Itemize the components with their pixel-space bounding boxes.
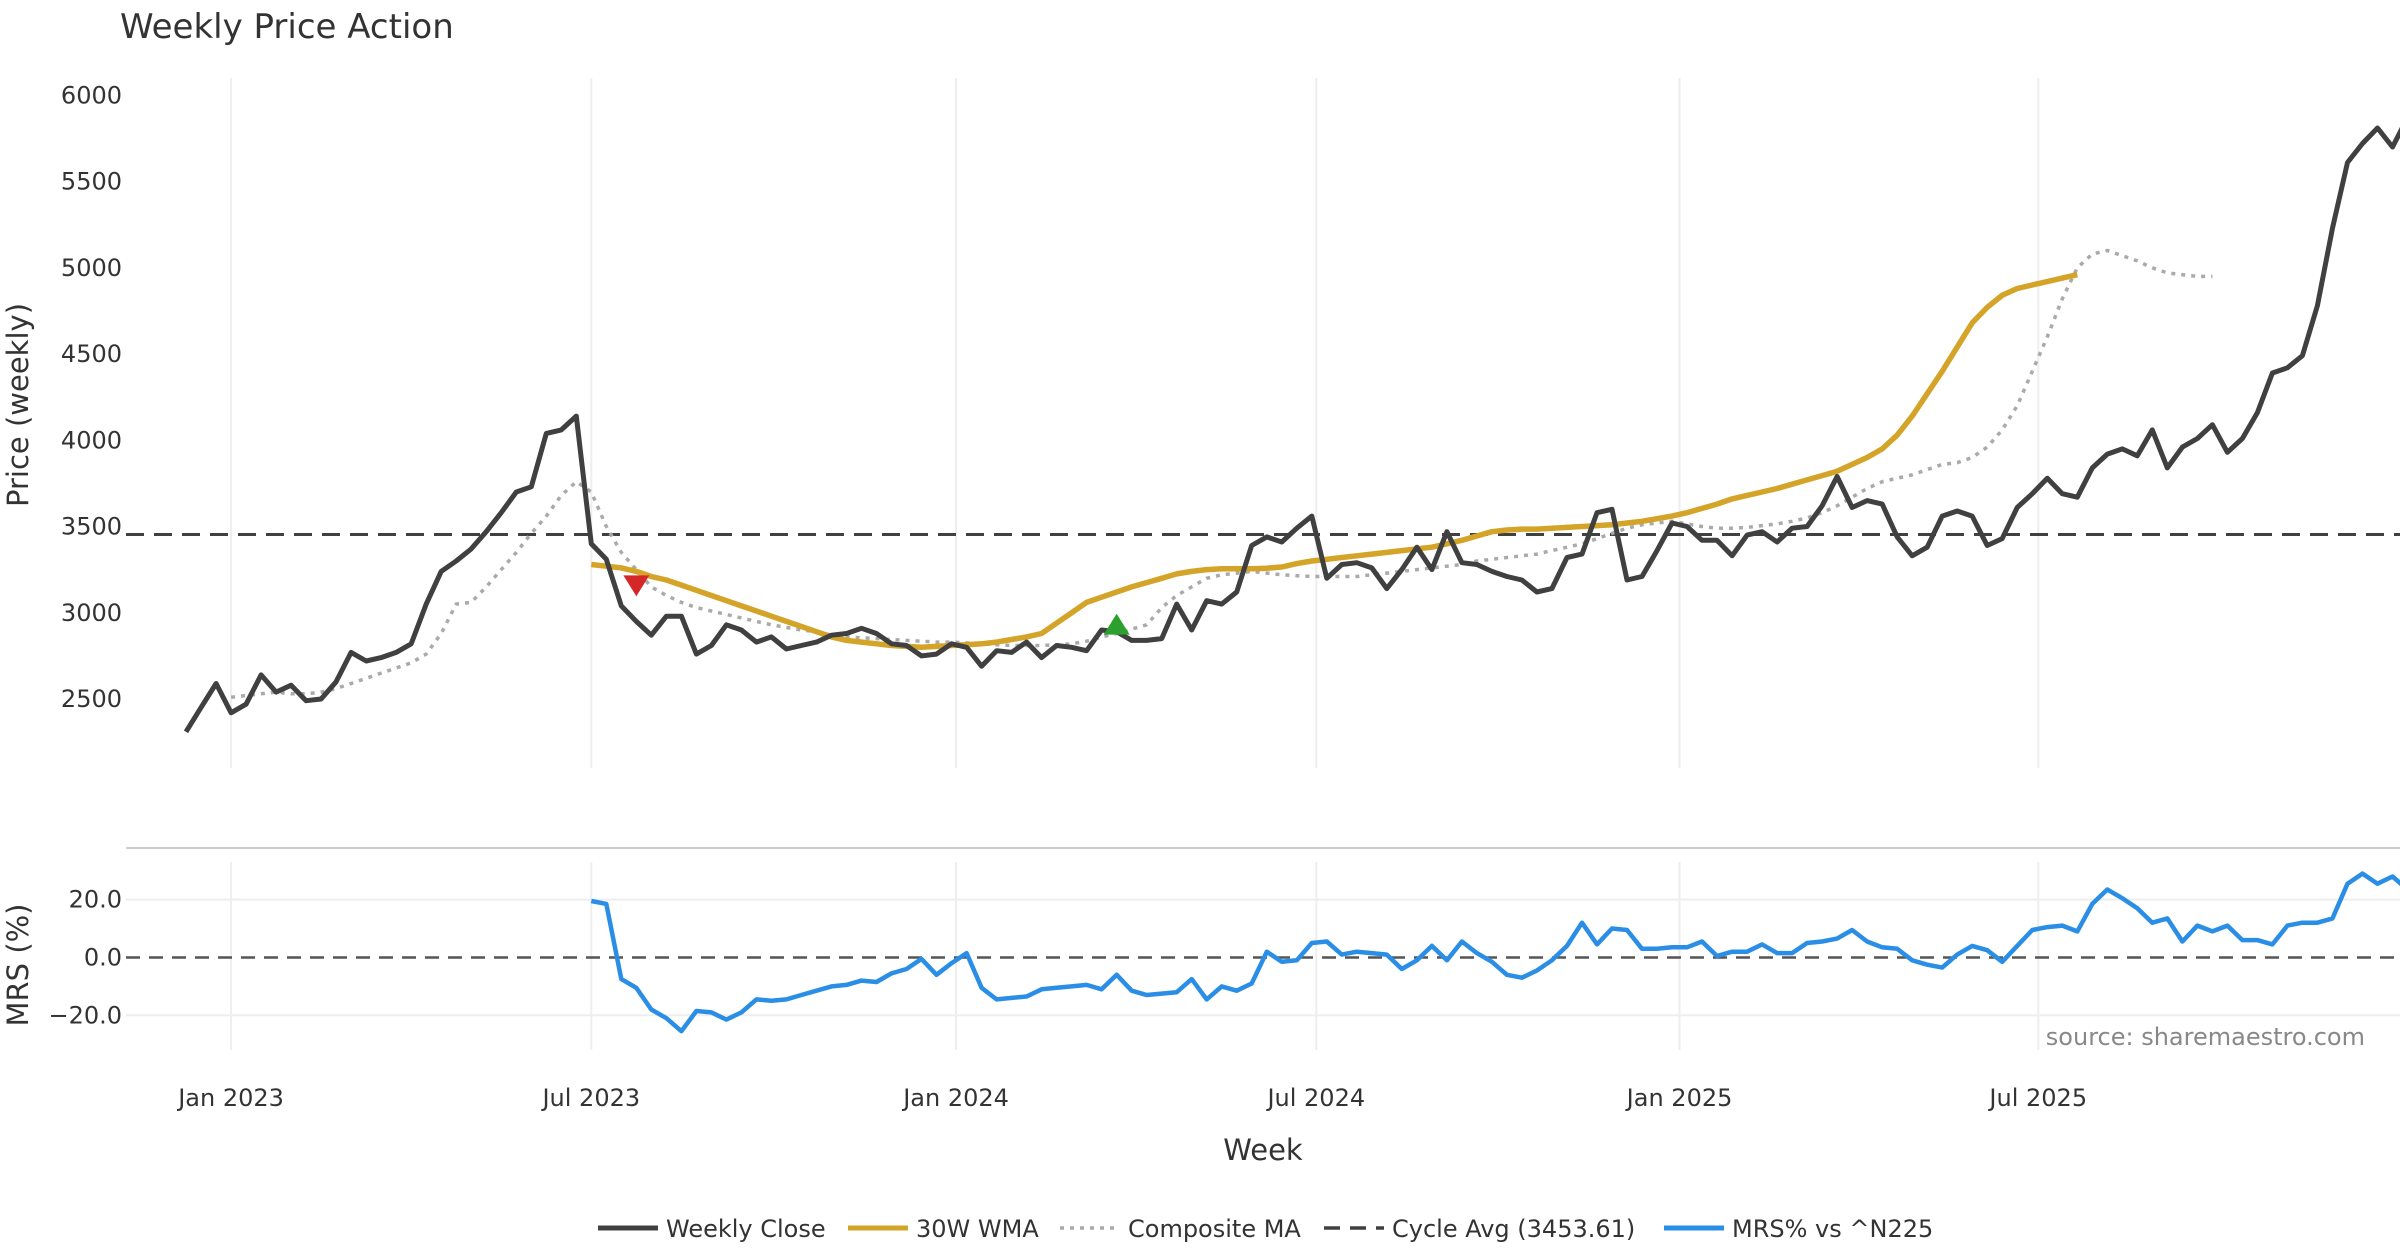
mrs-y-tick: 0.0	[84, 943, 122, 971]
legend-label: Composite MA	[1128, 1215, 1301, 1243]
price-grid	[230, 78, 2040, 768]
x-tick-label: Jan 2023	[176, 1084, 284, 1112]
mrs-line	[590, 871, 2400, 1034]
mrs-y-axis-label: MRS (%)	[1, 904, 35, 1027]
price-y-tick: 5000	[61, 254, 122, 282]
legend-item: 30W WMA	[848, 1215, 1039, 1243]
mrs-y-tick: −20.0	[48, 1001, 122, 1029]
weekly-close-line	[183, 125, 2400, 734]
mrs-grid	[126, 862, 2400, 1050]
x-axis-label: Week	[1223, 1133, 1303, 1167]
legend-item: Cycle Avg (3453.61)	[1324, 1215, 1635, 1243]
price-y-tick: 4000	[61, 426, 122, 454]
mrs-y-ticks: 20.0 0.0 −20.0	[48, 886, 122, 1030]
legend-label: Cycle Avg (3453.61)	[1392, 1215, 1635, 1243]
source-note: source: sharemaestro.com	[2046, 1023, 2365, 1051]
legend-item: Composite MA	[1060, 1215, 1301, 1243]
legend-label: Weekly Close	[666, 1215, 826, 1243]
price-y-tick: 3500	[61, 513, 122, 541]
legend: Weekly Close 30W WMA Composite MA Cycle Avg…	[598, 1215, 1933, 1243]
price-y-tick: 5500	[61, 168, 122, 196]
x-tick-label: Jan 2025	[1625, 1084, 1733, 1112]
composite-ma-line	[230, 248, 2213, 700]
sell-signal-marker	[623, 575, 650, 597]
x-tick-label: Jan 2024	[901, 1084, 1009, 1112]
legend-label: MRS% vs ^N225	[1732, 1215, 1933, 1243]
legend-label: 30W WMA	[916, 1215, 1039, 1243]
chart-title: Weekly Price Action	[120, 7, 454, 47]
price-y-axis-label: Price (weekly)	[1, 303, 35, 507]
price-y-tick: 6000	[61, 81, 122, 109]
x-tick-label: Jul 2023	[540, 1084, 640, 1112]
x-tick-label: Jul 2024	[1265, 1084, 1365, 1112]
price-y-ticks: 2500 3000 3500 4000 4500 5000 5500 6000	[61, 81, 122, 713]
wma-30w-line	[590, 272, 2078, 651]
mrs-y-tick: 20.0	[69, 886, 122, 914]
legend-item: Weekly Close	[598, 1215, 826, 1243]
price-y-tick: 4500	[61, 340, 122, 368]
price-y-tick: 2500	[61, 685, 122, 713]
buy-signal-marker	[1103, 613, 1130, 635]
x-tick-labels: Jan 2023 Jul 2023 Jan 2024 Jul 2024 Jan 2025…	[176, 1084, 2087, 1112]
x-tick-label: Jul 2025	[1987, 1084, 2087, 1112]
price-y-tick: 3000	[61, 599, 122, 627]
legend-item: MRS% vs ^N225	[1664, 1215, 1933, 1243]
